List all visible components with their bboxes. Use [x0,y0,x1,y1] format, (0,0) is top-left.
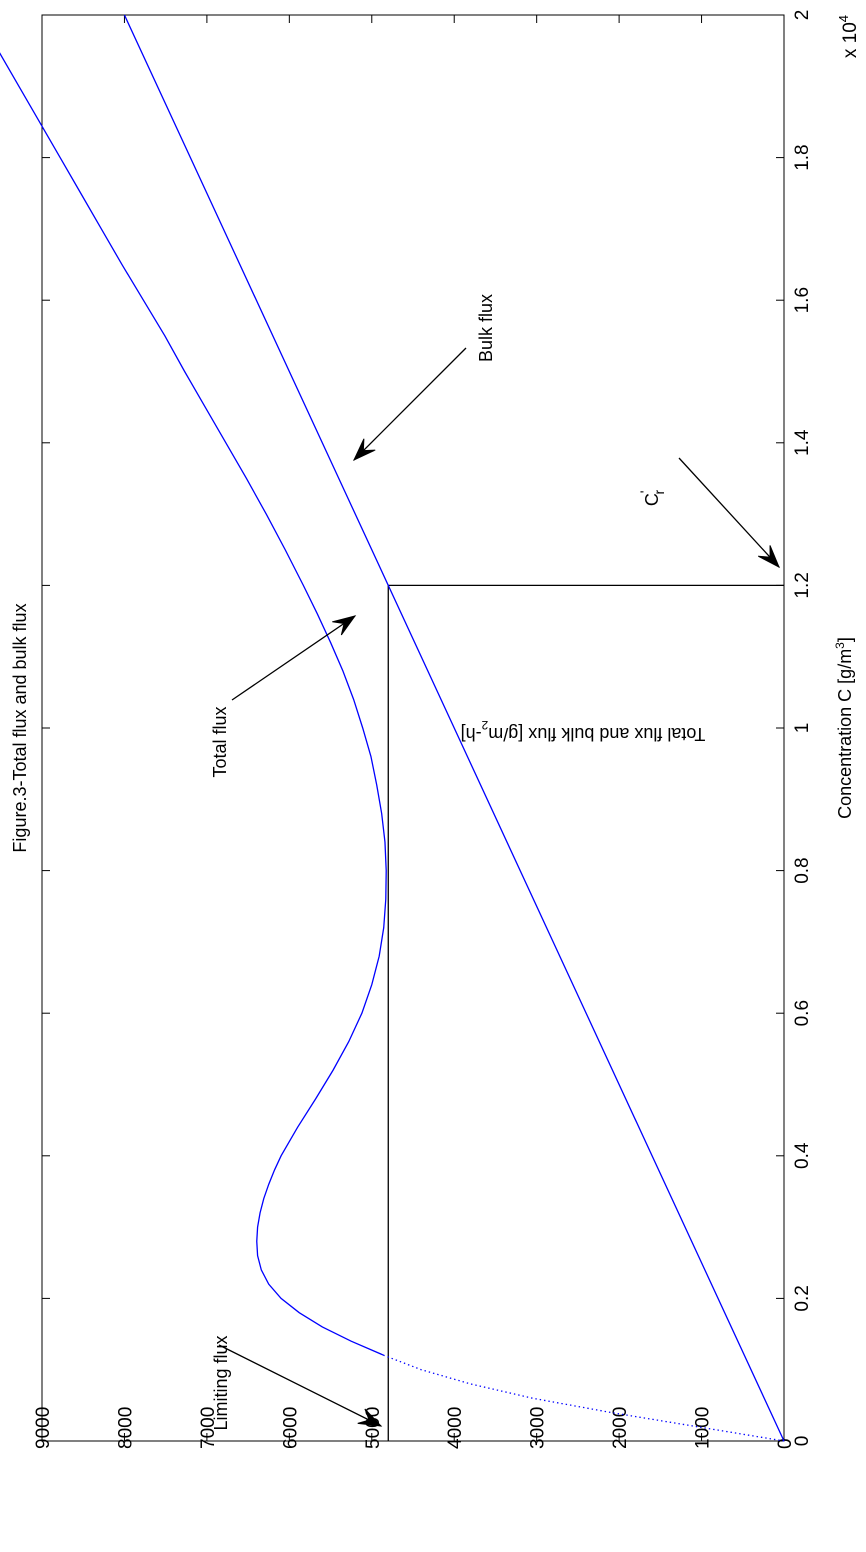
y-tick-label-0: 0 [775,1438,796,1449]
x-axis-label-main: Concentration C [g/m [835,649,855,819]
x-tick-label-5: 1 [792,723,813,734]
x-tick-label-8: 1.6 [792,287,813,313]
y-axis-label-sup: 2 [481,718,488,732]
annotation-cr-arrow [678,457,780,568]
x-axis-multiplier: x 104 [836,15,861,58]
y-axis-label: Total flux and bulk flux [g/m2-h] [461,718,706,744]
annotation-total-flux-text: Total flux [210,706,230,777]
annotation-total-flux-arrow [231,615,356,701]
annotation-cr-text: C [642,493,662,506]
x-tick-label-7: 1.4 [792,429,813,456]
annotation-cr-label: C'r [637,489,667,506]
series-bulk-flux [123,14,785,1442]
y-tick-label-8: 8000 [115,1407,136,1449]
y-tick-labels: 0 1000 2000 3000 4000 5000 6000 7000 8000 9000 [33,1407,796,1449]
x-axis-multiplier-exponent: 4 [836,15,851,22]
x-tick-label-10: 2 [792,10,813,21]
annotation-bulk-flux-arrow [353,347,467,461]
y-tick-label-2: 2000 [610,1407,631,1449]
chart-title: Figure.3-Total flux and bulk flux [10,603,30,852]
y-tick-label-3: 3000 [528,1407,549,1449]
reference-lines [387,584,784,1441]
annotation-limiting-flux-text: Limiting flux [211,1335,231,1430]
y-tick-label-5: 5000 [363,1407,384,1449]
y-axis-label-main: Total flux and bulk flux [g/m [488,724,705,744]
x-axis-multiplier-prefix: x 10 [840,22,861,58]
y-tick-label-1: 1000 [693,1407,714,1449]
annotation-cr-sup: ' [637,490,653,493]
x-tick-label-3: 0.6 [792,1000,813,1026]
annotation-total-flux-label: Total flux [210,706,230,777]
annotation-limiting-flux-label: Limiting flux [211,1335,231,1430]
annotation-cr-arrowhead [758,545,780,569]
y-axis-label-close: -h] [461,724,482,744]
annotation-total-flux-arrowhead [332,615,357,636]
annotation-limiting-flux-arrowhead [357,1408,383,1427]
x-tick-label-6: 1.2 [792,572,813,598]
annotation-bulk-flux-arrowhead [352,438,376,462]
x-tick-label-2: 0.4 [792,1142,813,1169]
x-tick-label-1: 0.2 [792,1285,813,1311]
plot-area: 0 0.2 0.4 0.6 0.8 1 1.2 1.4 1.6 1.8 2 0 1000 2000 300… [0,10,813,1449]
x-axis-label-close: ] [835,637,855,642]
y-tick-label-9: 9000 [33,1407,54,1449]
annotation-bulk-flux-text: Bulk flux [476,294,496,362]
annotation-cr-sub: r [651,489,667,494]
x-tick-label-4: 0.8 [792,857,813,883]
y-tick-label-7: 7000 [198,1407,219,1449]
y-tick-label-6: 6000 [280,1407,301,1449]
annotation-bulk-flux-label: Bulk flux [476,294,496,362]
series-total-flux-dotted [383,1354,785,1442]
x-axis-label-sup: 3 [833,642,847,649]
y-tick-label-4: 4000 [445,1407,466,1449]
x-tick-label-9: 1.8 [792,144,813,170]
annotations-layer: Limiting flux Total flux Bulk flux C'r [210,294,780,1431]
x-tick-label-0: 0 [792,1436,813,1447]
x-axis-label: Concentration C [g/m3] [833,637,855,819]
x-tick-labels: 0 0.2 0.4 0.6 0.8 1 1.2 1.4 1.6 1.8 2 [792,10,813,1447]
series-layer [0,14,785,1442]
series-total-flux [0,52,387,1357]
annotation-limiting-flux-arrow [218,1344,382,1427]
